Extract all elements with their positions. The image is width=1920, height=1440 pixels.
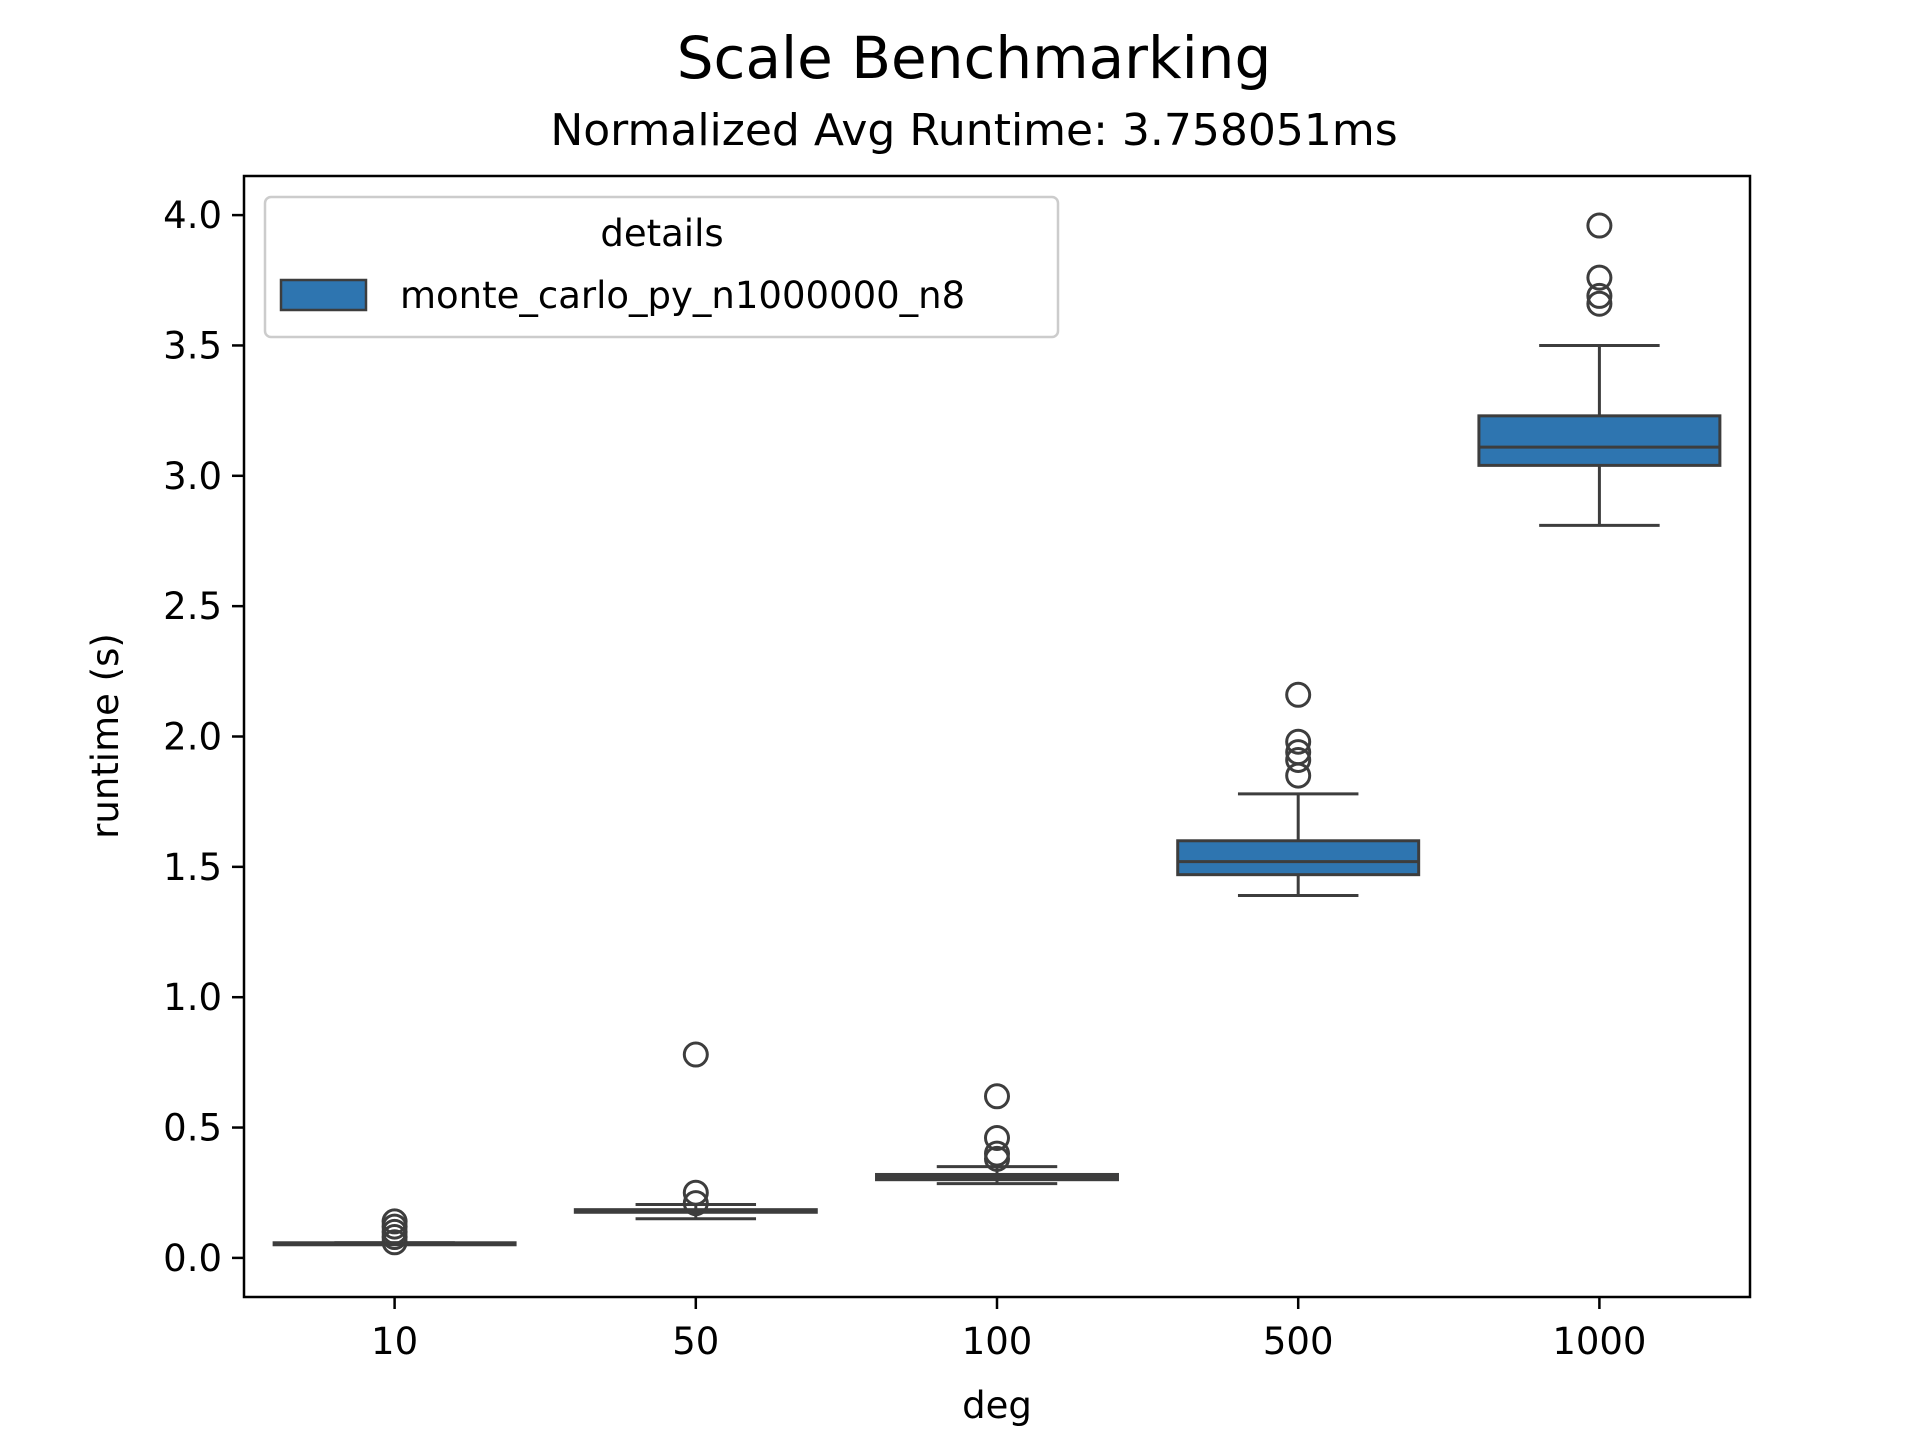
x-tick-label: 1000 [1552, 1320, 1646, 1363]
x-axis: 10 50 100 500 1000 [371, 1297, 1646, 1363]
y-axis: 0.0 0.5 1.0 1.5 2.0 2.5 3.0 3.5 4.0 [163, 194, 244, 1280]
outlier-point [381, 1229, 408, 1256]
outlier-point [682, 1179, 709, 1206]
outlier-point [984, 1083, 1010, 1110]
box-group-100 [875, 1083, 1119, 1186]
box-iqr [1477, 414, 1722, 467]
box-group-500 [1176, 681, 1421, 898]
outlier-point [984, 1124, 1010, 1151]
legend-frame [263, 195, 1060, 339]
box-group-50 [573, 1041, 818, 1221]
outlier-point [1586, 290, 1613, 317]
outlier-point [1285, 762, 1312, 789]
outlier-point [1285, 746, 1312, 773]
x-tick-label: 10 [371, 1320, 418, 1363]
y-tick-label: 0.5 [163, 1107, 222, 1150]
x-tick-label: 500 [1263, 1320, 1334, 1363]
outlier-point [682, 1190, 709, 1217]
legend-title: details [600, 212, 723, 255]
box-group-1000 [1477, 212, 1722, 527]
y-tick-label: 4.0 [163, 194, 222, 237]
legend-swatch [279, 278, 368, 312]
outlier-point [1285, 681, 1312, 708]
outlier-point [1586, 264, 1613, 291]
outlier-point [984, 1145, 1010, 1172]
outlier-point [682, 1041, 709, 1068]
x-axis-label: deg [962, 1384, 1032, 1427]
x-tick-label: 100 [962, 1320, 1033, 1363]
y-tick-label: 0.0 [163, 1237, 222, 1280]
chart-subtitle: Normalized Avg Runtime: 3.758051ms [550, 105, 1397, 156]
outlier-point [1586, 282, 1613, 309]
legend-entry-label: monte_carlo_py_n1000000_n8 [400, 274, 965, 317]
y-tick-label: 2.5 [163, 585, 222, 628]
y-tick-label: 2.0 [163, 716, 222, 759]
box-group-10 [272, 1208, 517, 1256]
y-tick-label: 3.0 [163, 455, 222, 498]
legend: details monte_carlo_py_n1000000_n8 [263, 195, 1060, 339]
outlier-point [1586, 212, 1613, 239]
y-tick-label: 3.5 [163, 324, 222, 367]
plot-area [272, 212, 1722, 1256]
y-tick-label: 1.0 [163, 976, 222, 1019]
chart-title: Scale Benchmarking [677, 24, 1272, 92]
y-axis-label: runtime (s) [84, 633, 127, 839]
y-tick-label: 1.5 [163, 846, 222, 889]
outlier-point [1285, 728, 1312, 755]
box-iqr [1176, 839, 1421, 877]
x-tick-label: 50 [672, 1320, 719, 1363]
